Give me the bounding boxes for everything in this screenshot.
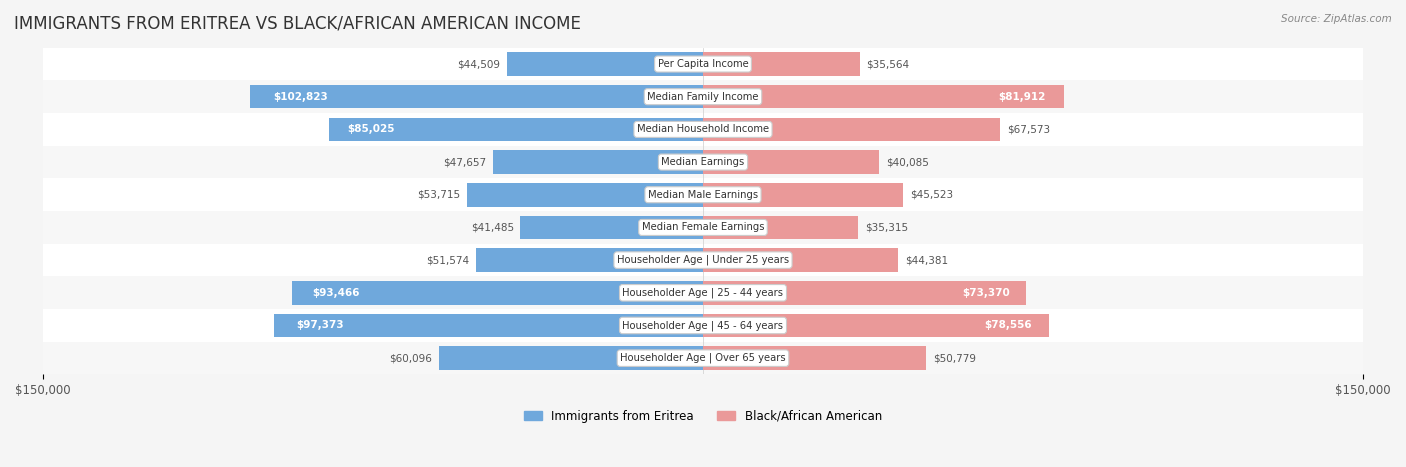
Bar bbox=[42, 309, 1364, 342]
Bar bbox=[250, 85, 703, 108]
Bar bbox=[329, 118, 703, 141]
Text: Median Household Income: Median Household Income bbox=[637, 124, 769, 134]
Text: $67,573: $67,573 bbox=[1007, 124, 1050, 134]
Bar bbox=[42, 48, 1364, 80]
Bar bbox=[477, 248, 703, 272]
Bar bbox=[42, 80, 1364, 113]
Bar bbox=[439, 347, 703, 370]
Text: $41,485: $41,485 bbox=[471, 222, 513, 233]
Bar bbox=[703, 347, 927, 370]
Text: $44,509: $44,509 bbox=[457, 59, 501, 69]
Bar bbox=[42, 113, 1364, 146]
Text: Median Male Earnings: Median Male Earnings bbox=[648, 190, 758, 200]
Bar bbox=[42, 211, 1364, 244]
Bar bbox=[703, 52, 859, 76]
Bar bbox=[520, 216, 703, 239]
Text: Householder Age | 25 - 44 years: Householder Age | 25 - 44 years bbox=[623, 288, 783, 298]
Text: Householder Age | Under 25 years: Householder Age | Under 25 years bbox=[617, 255, 789, 265]
Text: $102,823: $102,823 bbox=[273, 92, 328, 102]
Text: $40,085: $40,085 bbox=[886, 157, 929, 167]
Text: $51,574: $51,574 bbox=[426, 255, 470, 265]
Text: $35,564: $35,564 bbox=[866, 59, 910, 69]
Text: $85,025: $85,025 bbox=[347, 124, 395, 134]
Text: $44,381: $44,381 bbox=[905, 255, 948, 265]
Text: $97,373: $97,373 bbox=[295, 320, 343, 331]
Bar bbox=[42, 244, 1364, 276]
Text: Per Capita Income: Per Capita Income bbox=[658, 59, 748, 69]
Text: $81,912: $81,912 bbox=[998, 92, 1046, 102]
Bar bbox=[703, 216, 859, 239]
Legend: Immigrants from Eritrea, Black/African American: Immigrants from Eritrea, Black/African A… bbox=[519, 405, 887, 427]
Bar bbox=[494, 150, 703, 174]
Bar bbox=[291, 281, 703, 304]
Bar bbox=[42, 342, 1364, 375]
Text: IMMIGRANTS FROM ERITREA VS BLACK/AFRICAN AMERICAN INCOME: IMMIGRANTS FROM ERITREA VS BLACK/AFRICAN… bbox=[14, 14, 581, 32]
Text: Householder Age | 45 - 64 years: Householder Age | 45 - 64 years bbox=[623, 320, 783, 331]
Bar bbox=[42, 276, 1364, 309]
Bar bbox=[703, 118, 1001, 141]
Text: Median Earnings: Median Earnings bbox=[661, 157, 745, 167]
Bar bbox=[508, 52, 703, 76]
Bar bbox=[703, 314, 1049, 337]
Bar bbox=[467, 183, 703, 206]
Text: Source: ZipAtlas.com: Source: ZipAtlas.com bbox=[1281, 14, 1392, 24]
Text: $47,657: $47,657 bbox=[443, 157, 486, 167]
Text: $73,370: $73,370 bbox=[962, 288, 1010, 298]
Text: $35,315: $35,315 bbox=[865, 222, 908, 233]
Text: $50,779: $50,779 bbox=[934, 353, 976, 363]
Text: Median Family Income: Median Family Income bbox=[647, 92, 759, 102]
Text: $53,715: $53,715 bbox=[416, 190, 460, 200]
Text: Householder Age | Over 65 years: Householder Age | Over 65 years bbox=[620, 353, 786, 363]
Text: Median Female Earnings: Median Female Earnings bbox=[641, 222, 765, 233]
Text: $60,096: $60,096 bbox=[389, 353, 432, 363]
Text: $93,466: $93,466 bbox=[312, 288, 360, 298]
Bar bbox=[42, 146, 1364, 178]
Bar bbox=[703, 183, 904, 206]
Bar bbox=[703, 85, 1063, 108]
Bar bbox=[703, 150, 879, 174]
Text: $45,523: $45,523 bbox=[910, 190, 953, 200]
Text: $78,556: $78,556 bbox=[984, 320, 1032, 331]
Bar bbox=[703, 248, 898, 272]
Bar bbox=[274, 314, 703, 337]
Bar bbox=[703, 281, 1026, 304]
Bar bbox=[42, 178, 1364, 211]
